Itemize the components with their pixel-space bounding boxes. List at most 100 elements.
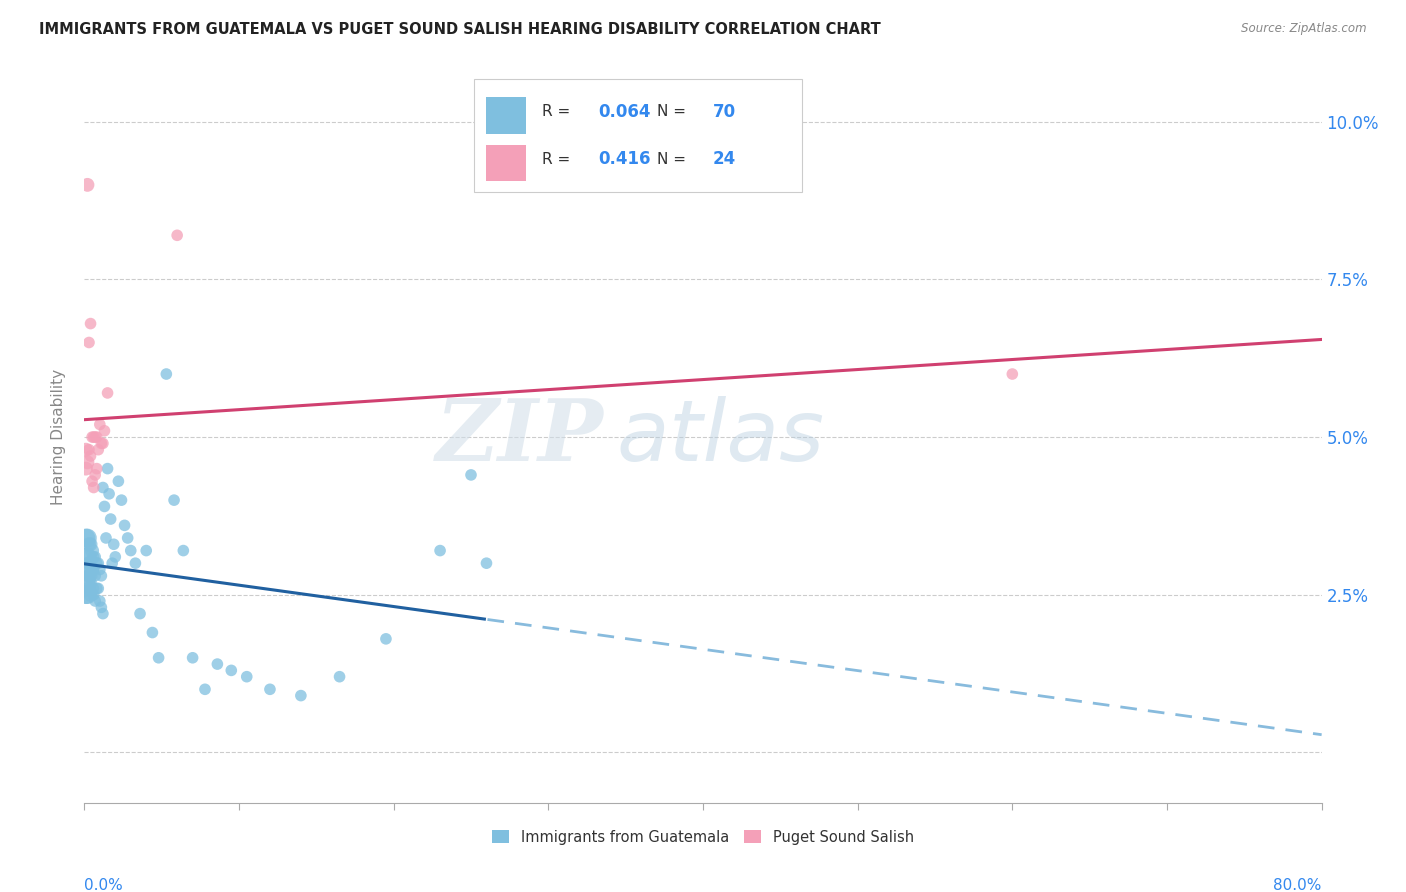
Point bbox=[93, 424, 115, 438]
Point bbox=[107, 474, 129, 488]
Point bbox=[75, 461, 97, 475]
Point bbox=[96, 386, 118, 401]
Point bbox=[76, 549, 98, 564]
Text: 24: 24 bbox=[713, 150, 737, 168]
Point bbox=[75, 442, 97, 457]
Point bbox=[86, 556, 108, 570]
Point bbox=[84, 467, 107, 482]
Point bbox=[84, 430, 107, 444]
Point bbox=[290, 689, 312, 703]
Point bbox=[77, 537, 100, 551]
Point bbox=[207, 657, 229, 671]
Point bbox=[235, 670, 259, 684]
Point bbox=[79, 588, 101, 602]
Point bbox=[82, 430, 104, 444]
FancyBboxPatch shape bbox=[474, 78, 801, 192]
Point bbox=[77, 442, 100, 457]
Point bbox=[194, 682, 217, 697]
Point bbox=[79, 449, 101, 463]
Point bbox=[76, 531, 98, 545]
Text: Source: ZipAtlas.com: Source: ZipAtlas.com bbox=[1241, 22, 1367, 36]
Y-axis label: Hearing Disability: Hearing Disability bbox=[51, 369, 66, 505]
Point bbox=[76, 455, 98, 469]
Point bbox=[110, 493, 132, 508]
Point bbox=[75, 549, 97, 564]
Legend: Immigrants from Guatemala, Puget Sound Salish: Immigrants from Guatemala, Puget Sound S… bbox=[486, 823, 920, 850]
Point bbox=[103, 537, 125, 551]
Point bbox=[91, 436, 114, 450]
Point bbox=[76, 562, 98, 576]
Text: 0.064: 0.064 bbox=[598, 103, 651, 120]
Point bbox=[89, 417, 111, 432]
Point bbox=[475, 556, 498, 570]
Point bbox=[87, 582, 110, 596]
Point bbox=[76, 588, 98, 602]
Point bbox=[101, 556, 124, 570]
Point bbox=[219, 664, 242, 678]
Text: IMMIGRANTS FROM GUATEMALA VS PUGET SOUND SALISH HEARING DISABILITY CORRELATION C: IMMIGRANTS FROM GUATEMALA VS PUGET SOUND… bbox=[39, 22, 882, 37]
Point bbox=[89, 562, 111, 576]
Point bbox=[79, 317, 101, 331]
Text: atlas: atlas bbox=[616, 395, 824, 479]
Point bbox=[86, 461, 108, 475]
Point bbox=[148, 650, 170, 665]
Text: 0.0%: 0.0% bbox=[84, 879, 124, 892]
Text: 70: 70 bbox=[713, 103, 735, 120]
Point bbox=[429, 543, 451, 558]
Text: R =: R = bbox=[543, 104, 575, 120]
Point bbox=[75, 562, 97, 576]
Point bbox=[135, 543, 157, 558]
Text: 0.416: 0.416 bbox=[598, 150, 651, 168]
Point bbox=[90, 436, 112, 450]
Point bbox=[328, 670, 352, 684]
Point bbox=[460, 467, 482, 482]
Point bbox=[77, 569, 100, 583]
Point bbox=[82, 474, 104, 488]
Point bbox=[84, 569, 107, 583]
Point bbox=[87, 442, 110, 457]
Point bbox=[82, 543, 104, 558]
Point bbox=[86, 582, 108, 596]
Point bbox=[90, 569, 112, 583]
Point bbox=[104, 549, 127, 564]
Point bbox=[166, 228, 188, 243]
Point bbox=[79, 569, 101, 583]
Point bbox=[129, 607, 152, 621]
FancyBboxPatch shape bbox=[486, 145, 526, 181]
Text: N =: N = bbox=[657, 152, 692, 167]
Point bbox=[76, 178, 98, 192]
Point bbox=[374, 632, 398, 646]
Text: 80.0%: 80.0% bbox=[1274, 879, 1322, 892]
Point bbox=[87, 556, 110, 570]
Point bbox=[77, 582, 100, 596]
Point bbox=[75, 531, 97, 545]
Point bbox=[83, 481, 105, 495]
Point bbox=[83, 430, 105, 444]
Point bbox=[75, 588, 97, 602]
Point bbox=[86, 430, 108, 444]
Point bbox=[77, 556, 100, 570]
Point bbox=[91, 481, 114, 495]
Point bbox=[84, 594, 107, 608]
Point bbox=[93, 500, 115, 514]
Point bbox=[82, 582, 104, 596]
Point bbox=[82, 562, 104, 576]
Point bbox=[75, 575, 97, 590]
Point bbox=[76, 575, 98, 590]
Point bbox=[77, 335, 100, 350]
FancyBboxPatch shape bbox=[486, 97, 526, 134]
Point bbox=[94, 531, 117, 545]
Point bbox=[83, 562, 105, 576]
Point bbox=[100, 512, 122, 526]
Text: N =: N = bbox=[657, 104, 692, 120]
Point bbox=[79, 537, 101, 551]
Point bbox=[155, 367, 177, 381]
Point bbox=[117, 531, 139, 545]
Point bbox=[83, 549, 105, 564]
Point bbox=[83, 588, 105, 602]
Point bbox=[163, 493, 186, 508]
Point bbox=[181, 650, 204, 665]
Point bbox=[1001, 367, 1024, 381]
Point bbox=[114, 518, 136, 533]
Point bbox=[141, 625, 163, 640]
